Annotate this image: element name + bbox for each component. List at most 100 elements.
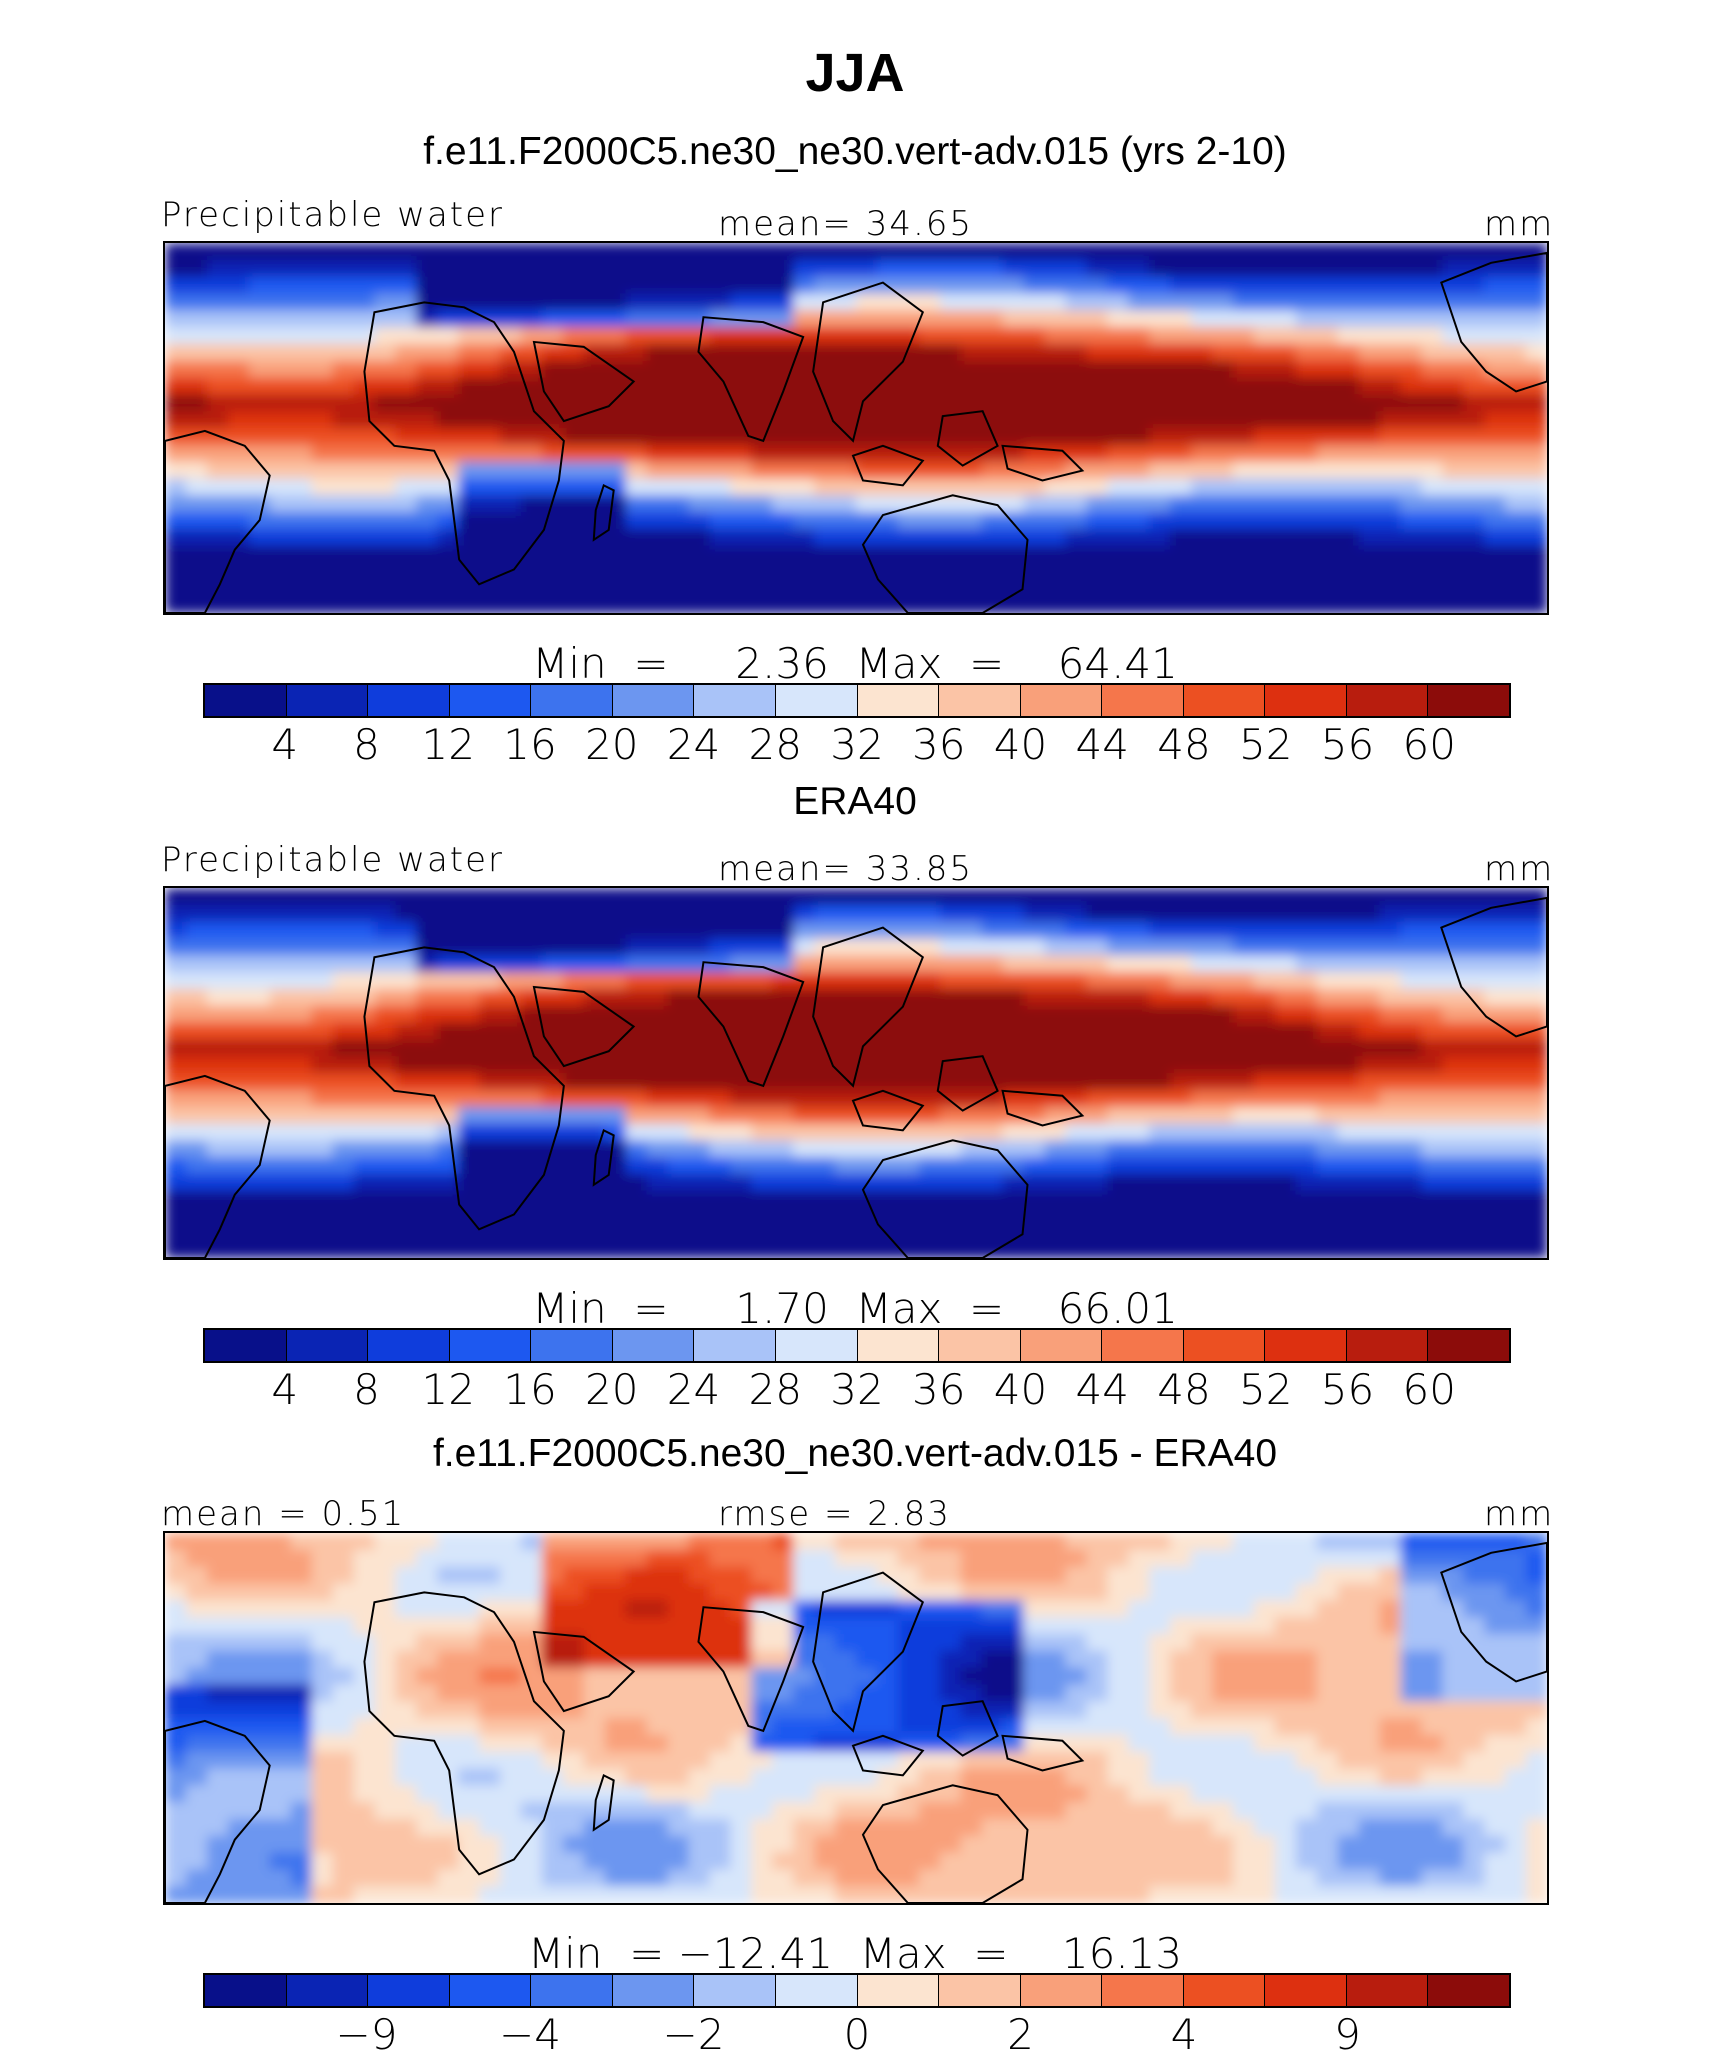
field-cell <box>1128 327 1150 345</box>
field-cell <box>1044 1190 1066 1209</box>
field-cell <box>1107 360 1129 379</box>
field-cell <box>1505 1005 1527 1024</box>
field-cell <box>1274 1549 1297 1568</box>
field-cell <box>248 1073 271 1091</box>
colorbar-swatch <box>449 1975 532 2006</box>
field-cell <box>1274 1852 1297 1870</box>
field-cell <box>1002 293 1025 311</box>
field-cell <box>206 888 229 906</box>
field-cell <box>1107 1566 1129 1585</box>
field-cell <box>248 888 271 906</box>
field-cell <box>1442 411 1464 429</box>
field-cell <box>269 461 292 480</box>
field-cell <box>939 1835 962 1854</box>
field-cell <box>1253 310 1276 328</box>
field-cell <box>1211 904 1234 923</box>
field-cell <box>688 1089 711 1108</box>
field-cell <box>562 528 585 547</box>
field-cell <box>709 1224 731 1242</box>
field-cell <box>248 394 271 412</box>
field-cell <box>1149 955 1171 973</box>
field-cell <box>520 1852 543 1870</box>
field-cell <box>1253 1667 1276 1685</box>
field-cell <box>1107 1768 1129 1786</box>
field-cell <box>1358 394 1381 412</box>
field-cell <box>227 1005 250 1024</box>
field-cell <box>793 478 815 496</box>
field-cell <box>416 1818 438 1837</box>
field-cell <box>876 1852 899 1870</box>
field-cell <box>311 1190 334 1209</box>
field-cell <box>960 988 983 1007</box>
field-cell <box>311 1241 334 1258</box>
field-cell <box>604 1600 627 1618</box>
field-cell <box>1253 1140 1276 1158</box>
field-cell <box>583 938 606 956</box>
field-cell <box>353 377 375 395</box>
field-cell <box>165 579 187 597</box>
field-cell <box>479 1241 501 1258</box>
field-cell <box>165 1039 187 1057</box>
field-cell <box>730 921 752 940</box>
field-cell <box>1463 478 1485 496</box>
field-cell <box>646 377 669 395</box>
field-cell <box>1149 888 1171 906</box>
field-cell <box>772 955 794 973</box>
field-cell <box>458 1617 480 1635</box>
field-cell <box>1505 1123 1527 1141</box>
field-cell <box>1484 1818 1506 1837</box>
field-cell <box>835 1005 857 1024</box>
field-cell <box>206 955 229 973</box>
field-cell <box>374 1549 396 1568</box>
field-cell <box>1232 512 1255 530</box>
field-cell <box>541 444 564 463</box>
field-cell <box>269 1617 292 1635</box>
field-cell <box>395 444 417 463</box>
field-cell <box>520 1818 543 1837</box>
field-cell <box>1421 411 1443 429</box>
field-cell <box>165 1022 187 1040</box>
field-cell <box>1379 545 1402 564</box>
panel-3-minmax: Min = −12.41 Max = 16.13 <box>527 1929 1183 1978</box>
field-cell <box>206 1818 229 1837</box>
field-cell <box>1253 1073 1276 1091</box>
field-cell <box>876 1039 899 1057</box>
field-cell <box>1400 343 1422 362</box>
field-cell <box>1023 1207 1046 1225</box>
field-cell <box>1316 276 1339 295</box>
field-cell <box>520 1073 543 1091</box>
field-cell <box>835 596 857 613</box>
field-cell <box>332 1056 355 1074</box>
field-cell <box>416 461 438 480</box>
field-cell <box>185 1701 208 1719</box>
field-cell <box>1023 1802 1046 1820</box>
field-cell <box>395 1886 417 1903</box>
coastline <box>1440 1541 1547 1683</box>
field-cell <box>772 1123 794 1141</box>
field-cell <box>1526 1785 1547 1803</box>
field-cell <box>248 1173 271 1192</box>
field-cell <box>1191 972 1213 990</box>
field-cell <box>1002 1056 1025 1074</box>
field-cell <box>1526 904 1547 923</box>
field-cell <box>1170 1549 1192 1568</box>
field-cell <box>625 1701 648 1719</box>
field-cell <box>1526 1869 1547 1887</box>
field-cell <box>1526 596 1547 613</box>
field-cell <box>1337 1785 1360 1803</box>
field-cell <box>1421 428 1443 446</box>
field-cell <box>520 461 543 480</box>
field-cell <box>1232 1886 1255 1903</box>
field-cell <box>227 1173 250 1192</box>
field-cell <box>856 1073 878 1091</box>
field-cell <box>1442 545 1464 564</box>
field-cell <box>835 1039 857 1057</box>
field-cell <box>1044 1224 1066 1242</box>
field-cell <box>458 528 480 547</box>
field-cell <box>165 444 187 463</box>
field-cell <box>1044 444 1066 463</box>
field-cell <box>1170 512 1192 530</box>
field-cell <box>1002 1039 1025 1057</box>
field-cell <box>500 360 522 379</box>
field-cell <box>1065 1106 1087 1125</box>
